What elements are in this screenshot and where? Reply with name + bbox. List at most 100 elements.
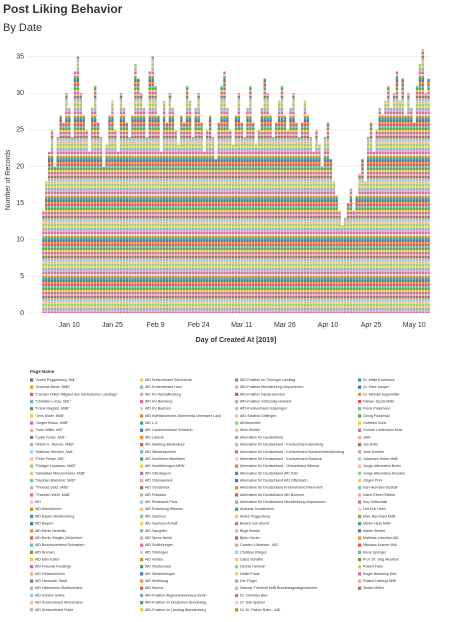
legend-swatch xyxy=(30,522,34,526)
legend-label: AfD Südthüringen xyxy=(145,543,173,547)
x-tick-label: Apr 25 xyxy=(361,322,382,329)
bar xyxy=(162,100,166,313)
bar xyxy=(91,107,94,314)
legend-label: AfD-Fraktion im Thüringer Landtag xyxy=(240,378,295,382)
legend-label: Alice Weidel xyxy=(240,428,260,432)
bar xyxy=(401,78,404,314)
bar xyxy=(407,93,410,314)
legend-swatch xyxy=(30,471,34,475)
bar xyxy=(398,100,402,313)
bar xyxy=(344,217,347,313)
legend-label: Dr. Malte Kaufmann xyxy=(363,378,395,382)
bar xyxy=(194,107,197,314)
bar xyxy=(188,100,192,313)
legend-label: Johannes Huber MdB xyxy=(363,457,398,461)
legend-label: Alternative für Deutschland - Ortsverban… xyxy=(240,464,320,468)
bar xyxy=(116,151,120,313)
legend-label: Beatrix von Storch xyxy=(240,522,269,526)
bar xyxy=(361,159,364,313)
bar xyxy=(237,93,241,314)
legend-label: Dietmar Friedhoff MdB Bundestagsabgeordn… xyxy=(240,586,318,590)
bar xyxy=(332,181,335,313)
legend-swatch xyxy=(140,392,144,396)
legend-label: AfD Bayern xyxy=(35,522,53,526)
legend-swatch xyxy=(235,486,239,490)
bar xyxy=(79,93,83,314)
legend-swatch xyxy=(140,464,144,468)
y-tick-label: 10 xyxy=(16,237,24,244)
x-tick-label: Mar 11 xyxy=(231,322,252,329)
bar xyxy=(367,137,370,313)
legend-label: AfD Marburg-Biedenkopf xyxy=(145,443,185,447)
bar xyxy=(410,107,413,314)
bar xyxy=(148,71,151,313)
legend-label: Gottfried Curio xyxy=(363,421,386,425)
x-tick-label: Apr 10 xyxy=(318,322,339,329)
legend-swatch xyxy=(358,543,362,547)
legend-label: AfD Sachsen-Anhalt xyxy=(145,522,177,526)
legend-swatch xyxy=(358,407,362,411)
legend-swatch xyxy=(235,443,239,447)
bar xyxy=(418,63,422,313)
legend-swatch xyxy=(140,414,144,418)
legend-label: "Thorsten Weiß, MdB" xyxy=(35,493,71,497)
bar xyxy=(355,195,358,313)
bar xyxy=(93,85,97,313)
legend-label: "André Poggenburg, MdL" xyxy=(35,378,77,382)
legend-label: AfD Niedersachsen xyxy=(145,450,176,454)
legend-label: AfD-Fraktion Abgeordnetenhaus Berlin xyxy=(145,593,207,597)
legend-swatch xyxy=(30,601,34,605)
bar xyxy=(415,85,419,313)
bar xyxy=(145,137,149,313)
legend-label: Nikolaus Kramer MdL xyxy=(363,543,398,547)
legend-label: Detlef Frank xyxy=(240,572,260,576)
y-tick-label: 0 xyxy=(20,310,24,317)
bar xyxy=(142,107,146,314)
chart-title: Post Liking Behavior xyxy=(3,2,123,16)
bar xyxy=(160,151,163,313)
legend-swatch xyxy=(140,586,144,590)
bar xyxy=(318,144,321,313)
legend-label: AfD Thüringen xyxy=(145,550,168,554)
legend-label: Alternative für Deutschland - Kreisverba… xyxy=(240,443,323,447)
legend-swatch xyxy=(235,601,239,605)
legend-label: AfD Ortenaukreis xyxy=(145,478,173,482)
legend-label: Jens Kestner xyxy=(363,450,385,454)
legend-swatch xyxy=(235,421,239,425)
legend-swatch xyxy=(30,399,34,404)
legend-label: AfD-Fraktion Niedersachsen xyxy=(240,392,285,396)
legend-swatch xyxy=(140,507,144,511)
legend-swatch xyxy=(358,464,362,468)
legend-swatch xyxy=(358,378,362,382)
bar xyxy=(197,93,200,314)
x-tick-label: Jan 10 xyxy=(59,322,80,329)
bar xyxy=(111,100,114,313)
legend-swatch xyxy=(30,550,34,554)
bar xyxy=(312,151,315,313)
legend-swatch xyxy=(30,514,34,519)
legend-swatch xyxy=(30,543,34,547)
legend-label: Alternative für Deutschland Mecklenburg-… xyxy=(240,500,327,504)
legend-swatch xyxy=(358,399,362,404)
legend-label: Alternative für Deutschland Kreisverband… xyxy=(240,486,323,490)
legend-swatch xyxy=(358,414,362,418)
legend-swatch xyxy=(235,522,239,526)
bar xyxy=(185,85,189,313)
legend-swatch xyxy=(358,557,362,562)
legend-swatch xyxy=(235,399,239,404)
legend-swatch xyxy=(358,450,362,454)
bar xyxy=(165,122,169,313)
bar xyxy=(246,107,249,314)
y-tick-label: 5 xyxy=(20,273,24,280)
legend-swatch xyxy=(30,450,34,454)
x-tick-label: May 10 xyxy=(403,322,426,329)
chart-subtitle: By Date xyxy=(3,22,42,34)
legend-swatch xyxy=(358,478,362,483)
bar xyxy=(392,93,396,314)
legend-label: AfD Osnabrück xyxy=(145,486,170,490)
x-tick-label: Mar 26 xyxy=(274,322,296,329)
bar xyxy=(82,115,85,313)
legend-swatch xyxy=(235,608,239,612)
legend-swatch xyxy=(140,514,144,519)
legend-label: AfD Kreisverband Sömmerda xyxy=(145,378,192,382)
